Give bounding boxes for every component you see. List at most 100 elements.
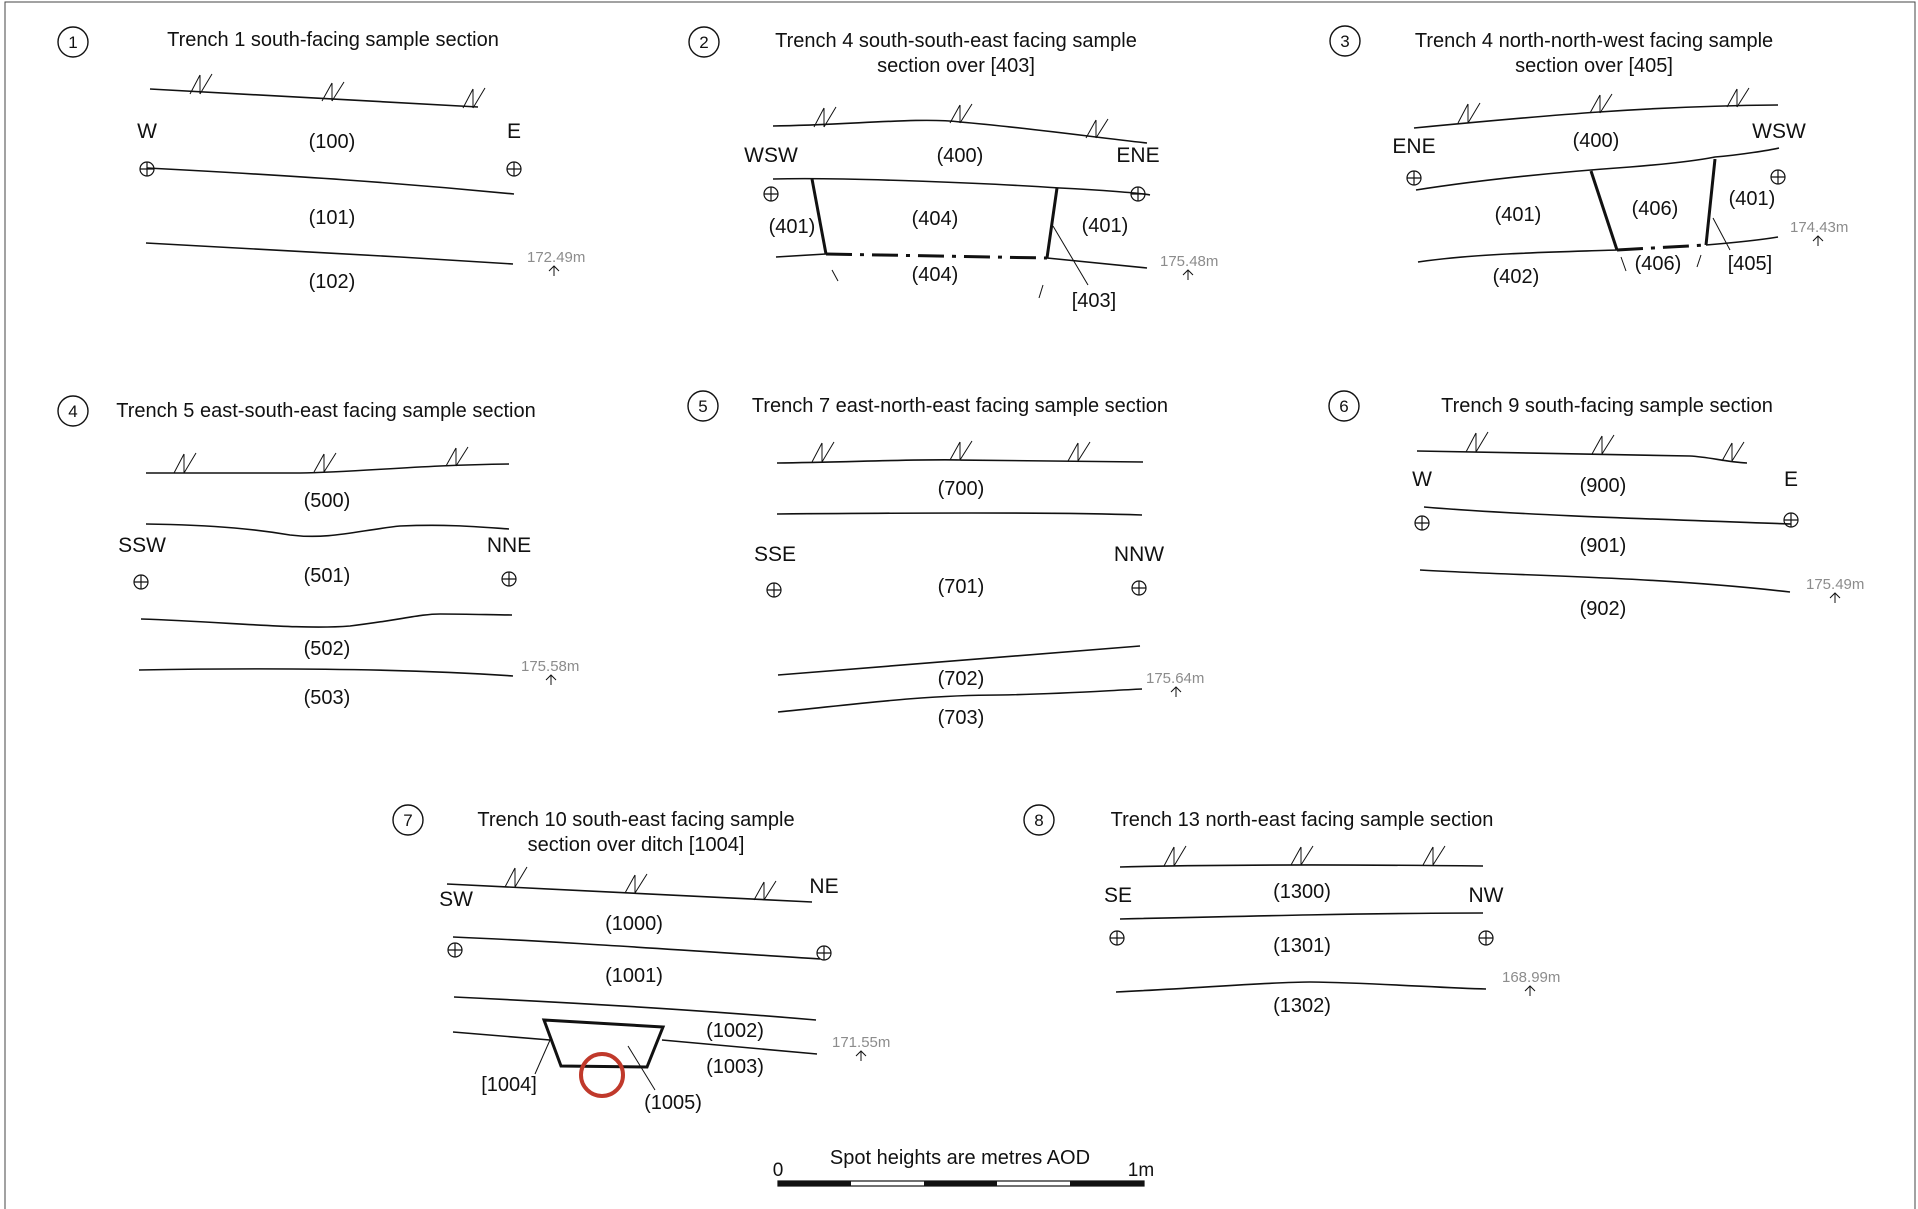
leader-line [534, 1039, 551, 1075]
section-6: 6 Trench 9 south-facing sample section W… [1328, 390, 1864, 620]
ground-surface-line [446, 883, 813, 903]
ground-surface-line [776, 458, 1144, 464]
context-label: (401) [1082, 215, 1129, 237]
layer-boundary [777, 688, 1143, 713]
datum-marker-icon [1109, 930, 1125, 946]
spot-height: 172.49m [527, 249, 585, 266]
datum-line [146, 167, 515, 195]
context-label: (900) [1580, 475, 1627, 497]
turf-symbol [189, 73, 213, 95]
datum-marker-icon [1783, 512, 1799, 528]
ground-surface-line [1119, 864, 1484, 868]
direction-label-left: W [137, 120, 157, 143]
layer-boundary [775, 253, 827, 258]
datum-marker-icon [1131, 580, 1147, 596]
turf-symbol [949, 103, 973, 124]
height-marker-icon [548, 265, 560, 276]
datum-line [1423, 506, 1792, 525]
section-number: 6 [1339, 397, 1348, 416]
layer-boundary [1419, 569, 1791, 593]
layer-boundary [661, 1039, 818, 1055]
scale-segment [778, 1181, 851, 1186]
direction-label-right: NW [1469, 884, 1504, 907]
ground-surface-line [772, 119, 1148, 144]
context-label: (401) [769, 216, 816, 238]
section-1: 1 Trench 1 south-facing sample section W… [57, 26, 585, 293]
height-marker-icon [855, 1050, 867, 1061]
turf-symbol [1422, 845, 1446, 866]
direction-label-right: ENE [1116, 144, 1159, 167]
scale-segment [924, 1181, 997, 1186]
section-2: 2 Trench 4 south-south-east facing sampl… [688, 26, 1218, 312]
turf-symbol [1465, 431, 1489, 453]
layer-boundary [140, 613, 513, 628]
context-label: (1301) [1273, 935, 1331, 957]
layer-boundary [138, 668, 514, 677]
height-marker-icon [1170, 686, 1182, 697]
height-marker-icon [545, 674, 557, 685]
context-label: (401) [1729, 188, 1776, 210]
sample-location-marker [579, 1052, 625, 1098]
section-title: section over ditch [1004] [528, 834, 745, 856]
cut-edge [1589, 170, 1619, 251]
section-title: Trench 1 south-facing sample section [167, 29, 499, 51]
spot-height-note: Spot heights are metres AOD [830, 1147, 1090, 1169]
direction-label-left: SW [439, 888, 473, 911]
layer-boundary [1705, 236, 1779, 246]
context-label: (100) [309, 131, 356, 153]
section-3: 3 Trench 4 north-north-west facing sampl… [1329, 25, 1848, 288]
layer-boundary [776, 512, 1143, 516]
section-number: 2 [699, 33, 708, 52]
layer-boundary [1046, 257, 1148, 269]
direction-label-right: NNW [1114, 543, 1164, 566]
context-label: (1001) [605, 965, 663, 987]
section-title: Trench 7 east-north-east facing sample s… [752, 395, 1168, 417]
datum-marker-icon [763, 186, 779, 202]
layer-boundary [1115, 981, 1487, 993]
context-label: (400) [937, 145, 984, 167]
layer-boundary [145, 523, 510, 538]
spot-height: 175.48m [1160, 253, 1218, 270]
direction-label-right: NE [809, 875, 838, 898]
datum-marker-icon [447, 942, 463, 958]
section-number-badge [1329, 25, 1361, 57]
cut-edge [1704, 158, 1717, 246]
context-label: (406) [1635, 253, 1682, 275]
figure-border [4, 1, 1916, 1209]
section-title: Trench 13 north-east facing sample secti… [1111, 809, 1494, 831]
context-label: [405] [1728, 253, 1772, 275]
context-label: (1005) [644, 1092, 702, 1114]
turf-symbol [1163, 845, 1187, 867]
datum-marker-icon [1406, 170, 1422, 186]
turf-symbol [949, 440, 973, 461]
datum-marker-icon [1770, 169, 1786, 185]
section-4: 4 Trench 5 east-south-east facing sample… [57, 395, 579, 709]
context-label: (402) [1493, 266, 1540, 288]
context-label: (503) [304, 687, 351, 709]
context-label: (902) [1580, 598, 1627, 620]
turf-symbol [462, 87, 486, 109]
section-title: Trench 4 north-north-west facing sample [1415, 30, 1773, 52]
direction-label-right: NNE [487, 534, 531, 557]
ground-surface-line [1413, 104, 1779, 129]
section-number-badge [57, 26, 89, 58]
section-title: Trench 5 east-south-east facing sample s… [116, 400, 535, 422]
section-title: section over [405] [1515, 55, 1673, 77]
layer-boundary [1417, 249, 1618, 263]
turf-symbol [753, 880, 777, 901]
section-number-badge [1023, 804, 1055, 836]
cut-projection [1696, 254, 1702, 268]
spot-height: 168.99m [1502, 969, 1560, 986]
section-title: section over [403] [877, 55, 1035, 77]
section-number-badge [57, 395, 89, 427]
cut-projection [831, 269, 839, 282]
turf-symbol [173, 452, 197, 474]
context-label: (404) [912, 264, 959, 286]
spot-height: 175.64m [1146, 670, 1204, 687]
spot-height: 171.55m [832, 1034, 890, 1051]
datum-line [452, 936, 821, 960]
cut-projection [1038, 284, 1044, 299]
turf-symbol [1067, 441, 1091, 462]
context-label: (101) [309, 207, 356, 229]
direction-label-right: E [1784, 468, 1798, 491]
